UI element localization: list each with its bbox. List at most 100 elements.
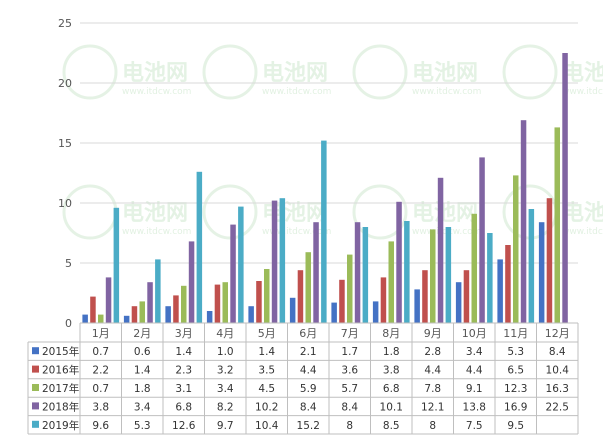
data-label: 4.4 [466,365,483,377]
bar [430,229,436,323]
data-label: 7.8 [424,383,441,395]
data-label: 5.9 [300,383,317,395]
bar [90,296,96,323]
data-label: 3.2 [217,365,234,377]
y-tick-label: 10 [58,197,72,210]
data-label: 3.6 [341,365,358,377]
data-label: 16.9 [504,401,527,413]
data-label: 0.6 [134,346,151,358]
watermark-text: 电池网 [122,61,188,86]
bar [123,315,130,323]
x-tick-label: 10月 [462,327,487,340]
watermark-text: 电池网 [262,61,328,86]
bar [264,269,270,323]
data-label: 2.3 [175,365,192,377]
watermark-layer: 电池网www.itdcw.com电池网www.itdcw.com电池网www.i… [62,44,603,240]
legend-label: 2016年 [42,364,79,377]
watermark-circle [202,44,258,100]
data-label: 12.3 [504,383,527,395]
data-label: 8.2 [217,401,234,413]
data-label: 22.5 [546,401,569,413]
bar [289,297,296,323]
data-label: 8 [346,420,353,432]
data-label: 0.7 [92,346,109,358]
bar [271,200,278,323]
watermark-url: www.itdcw.com [262,87,331,97]
data-label: 4.5 [258,383,275,395]
legend-swatch [32,347,39,355]
x-tick-label: 1月 [92,327,110,340]
bar [347,254,353,323]
data-label: 5.7 [341,383,358,395]
legend-label: 2019年 [42,419,79,432]
x-tick-label: 7月 [341,327,359,340]
bar [513,175,519,323]
watermark-text: 电池网 [562,61,603,86]
data-label: 4.4 [300,365,317,377]
data-label: 2.1 [300,346,317,358]
data-label: 3.5 [258,365,275,377]
data-label: 3.4 [217,383,234,395]
data-label: 9.1 [466,383,483,395]
bar [155,259,161,323]
bar [321,140,327,323]
data-label: 10.2 [255,401,278,413]
legend-label: 2017年 [42,382,79,395]
data-label: 10.4 [546,365,570,377]
legend-swatch [32,420,39,428]
data-label: 12.6 [172,420,196,432]
watermark-text: 电池网 [412,201,478,226]
bar [554,127,560,324]
bar [380,277,387,323]
watermark-text: 电池网 [122,201,188,226]
data-label: 5.3 [507,346,524,358]
data-label: 5.3 [134,420,151,432]
data-label: 8 [429,420,436,432]
bar [331,302,337,323]
bar [505,245,511,323]
data-label: 3.1 [175,383,192,395]
data-label: 3.4 [134,401,151,413]
x-tick-label: 9月 [424,327,442,340]
data-label: 8.4 [300,401,317,413]
x-tick-label: 12月 [545,327,570,340]
bar [181,285,187,323]
data-label: 16.3 [546,383,569,395]
bar [437,177,444,323]
y-tick-label: 5 [65,257,72,270]
bar [388,241,394,323]
watermark-circle [352,184,408,240]
bar [487,233,493,323]
watermark-text: 电池网 [562,201,603,226]
bar [520,120,527,323]
bar [528,209,535,323]
data-table: 1月 2月 3月 4月 5月 6月 7月 8月 9月 10月 11月 12月 2015年 0.7 0.6 1.… [27,322,579,435]
data-label: 8.4 [341,401,358,413]
watermark-circle [62,184,118,240]
bar [206,311,213,323]
data-label: 3.8 [92,401,109,413]
x-tick-label: 6月 [299,327,317,340]
bar [297,270,304,323]
x-tick-label: 4月 [216,327,234,340]
bar [497,259,503,323]
bar [305,252,311,323]
bar [455,282,462,323]
data-label: 1.8 [383,346,400,358]
x-tick-label: 8月 [382,327,400,340]
watermark-circle [202,184,258,240]
bar [562,53,568,323]
y-tick-label: 20 [58,77,72,90]
y-tick-label: 25 [58,17,72,30]
bar [479,157,485,323]
data-label: 1.7 [341,346,358,358]
bar [238,206,244,323]
bar [82,314,88,323]
watermark-circle [502,44,558,100]
legend-label: 2015年 [42,345,79,358]
